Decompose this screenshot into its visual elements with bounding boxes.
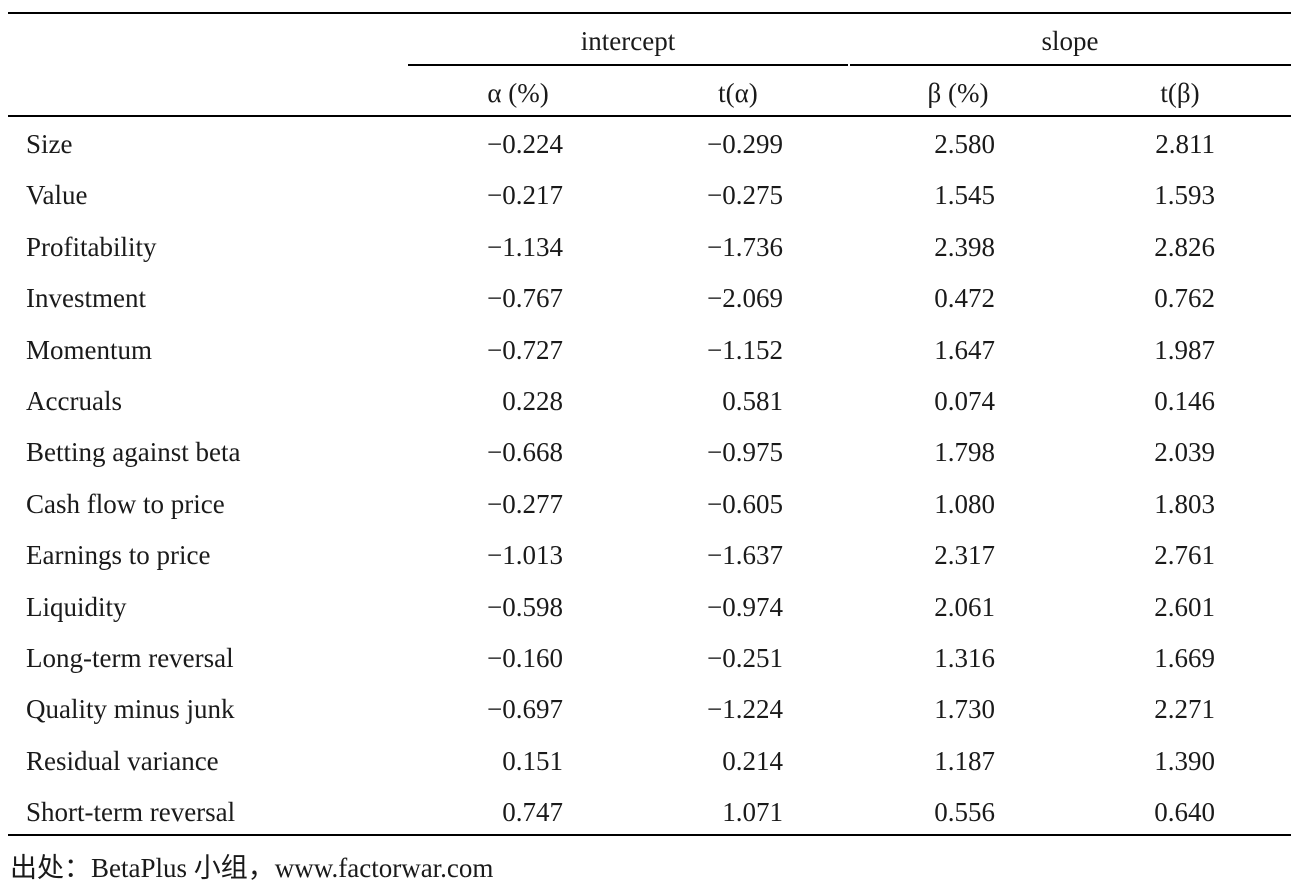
table-cell: 2.061 — [934, 592, 995, 622]
row-label: Profitability — [26, 232, 157, 262]
table-cell: 1.803 — [1154, 489, 1215, 519]
group-underline-slope — [850, 64, 1291, 66]
table-cell: 0.556 — [934, 797, 995, 827]
table-cell: −1.013 — [487, 540, 563, 570]
table-cell: −0.224 — [487, 129, 563, 159]
table-cell: −0.975 — [707, 437, 783, 467]
table-cell: −0.605 — [707, 489, 783, 519]
table-cell: 0.074 — [934, 386, 995, 416]
row-label: Cash flow to price — [26, 489, 225, 519]
top-rule — [8, 12, 1291, 14]
group-header-slope: slope — [1041, 26, 1099, 56]
row-label: Accruals — [26, 386, 122, 416]
table-cell: 2.039 — [1154, 437, 1215, 467]
table-cell: −0.277 — [487, 489, 563, 519]
table-cell: 2.826 — [1154, 232, 1215, 262]
table-cell: 1.071 — [722, 797, 783, 827]
column-header-t-alpha: t(α) — [718, 78, 758, 108]
table-cell: −0.598 — [487, 592, 563, 622]
row-label: Size — [26, 129, 73, 159]
row-label: Earnings to price — [26, 540, 211, 570]
table-cell: −1.134 — [487, 232, 563, 262]
table-cell: −0.217 — [487, 180, 563, 210]
table-cell: 1.316 — [934, 643, 995, 673]
bottom-rule — [8, 834, 1291, 836]
table-cell: 2.601 — [1154, 592, 1215, 622]
row-label: Betting against beta — [26, 437, 241, 467]
table-cell: 1.647 — [934, 335, 995, 365]
table-cell: 2.580 — [934, 129, 995, 159]
table-cell: 1.987 — [1154, 335, 1215, 365]
source-note: 出处：BetaPlus 小组，www.factorwar.com — [10, 853, 494, 883]
table-cell: −0.275 — [707, 180, 783, 210]
row-label: Liquidity — [26, 592, 127, 622]
column-header-t-beta: t(β) — [1160, 78, 1200, 108]
table-cell: −0.767 — [487, 283, 563, 313]
table-cell: 1.593 — [1154, 180, 1215, 210]
table-cell: 0.228 — [502, 386, 563, 416]
table-cell: −0.299 — [707, 129, 783, 159]
table-cell: 2.317 — [934, 540, 995, 570]
table-cell: −0.251 — [707, 643, 783, 673]
table-cell: −0.727 — [487, 335, 563, 365]
row-label: Value — [26, 180, 88, 210]
table-cell: −0.668 — [487, 437, 563, 467]
table-cell: 2.761 — [1154, 540, 1215, 570]
table-cell: 0.214 — [722, 746, 783, 776]
table-cell: −1.736 — [707, 232, 783, 262]
table-cell: 0.146 — [1154, 386, 1215, 416]
group-header-intercept: intercept — [580, 26, 676, 56]
row-label: Short-term reversal — [26, 797, 236, 827]
table-cell: 2.811 — [1155, 129, 1215, 159]
table-cell: 2.271 — [1154, 694, 1215, 724]
table-cell: 0.472 — [934, 283, 995, 313]
table-cell: 0.747 — [502, 797, 563, 827]
table-cell: 1.798 — [934, 437, 995, 467]
table-cell: 2.398 — [934, 232, 995, 262]
group-underline-intercept — [408, 64, 848, 66]
table-cell: 1.669 — [1154, 643, 1215, 673]
table-cell: 1.545 — [934, 180, 995, 210]
table-cell: 0.581 — [722, 386, 783, 416]
table-cell: 0.151 — [502, 746, 563, 776]
column-header-beta: β (%) — [927, 78, 989, 108]
table-cell: 0.762 — [1154, 283, 1215, 313]
table-cell: −2.069 — [707, 283, 783, 313]
table-cell: −1.152 — [707, 335, 783, 365]
table-cell: 1.080 — [934, 489, 995, 519]
table-cell: −1.224 — [707, 694, 783, 724]
table-cell: 1.187 — [934, 746, 995, 776]
table-cell: 0.640 — [1154, 797, 1215, 827]
row-label: Investment — [26, 283, 146, 313]
header-bottom-rule — [8, 115, 1291, 117]
table-cell: 1.390 — [1154, 746, 1215, 776]
row-label: Quality minus junk — [26, 694, 235, 724]
row-label: Residual variance — [26, 746, 219, 776]
table-cell: 1.730 — [934, 694, 995, 724]
table-cell: −0.160 — [487, 643, 563, 673]
table-cell: −0.974 — [707, 592, 783, 622]
table-cell: −0.697 — [487, 694, 563, 724]
column-header-alpha: α (%) — [487, 78, 549, 108]
row-label: Long-term reversal — [26, 643, 234, 673]
table-cell: −1.637 — [707, 540, 783, 570]
row-label: Momentum — [26, 335, 152, 365]
